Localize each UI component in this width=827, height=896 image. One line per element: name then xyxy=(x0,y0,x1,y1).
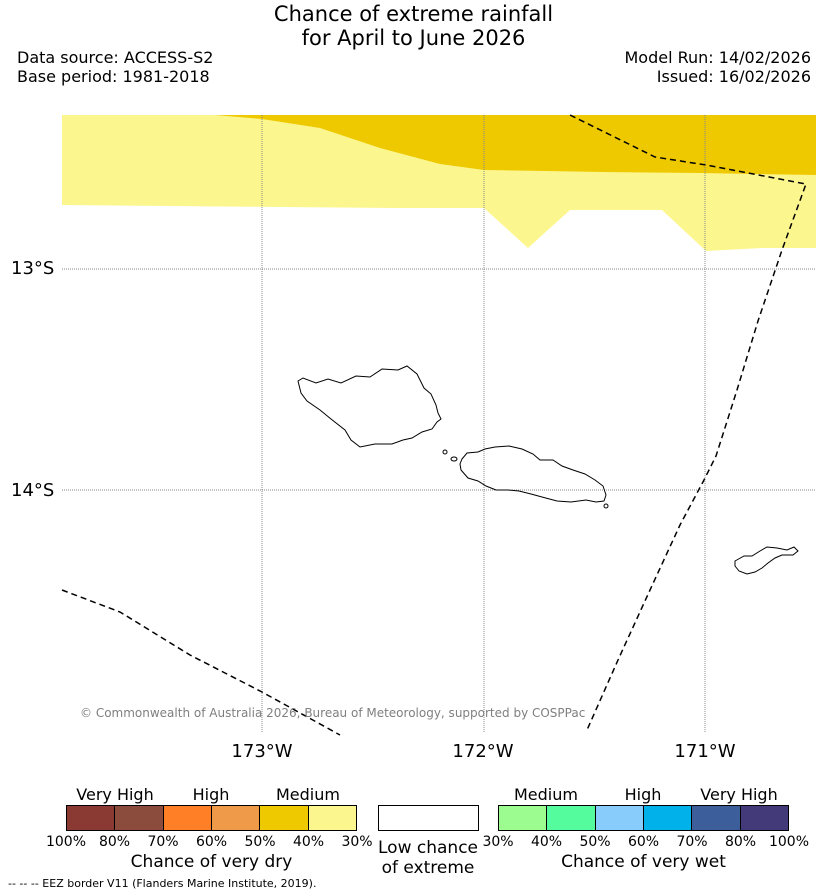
dry-swatch-1 xyxy=(115,806,164,830)
eez-footnote: -- -- -- EEZ border V11 (Flanders Marine… xyxy=(8,877,317,890)
meta-right: Model Run: 14/02/2026 Issued: 16/02/2026 xyxy=(625,48,812,86)
colorbar-low-chance xyxy=(378,805,479,831)
low-chance-line-2: of extreme xyxy=(381,858,475,878)
base-period: Base period: 1981-2018 xyxy=(17,67,210,86)
graticule xyxy=(62,115,816,733)
wet-cat-high: High xyxy=(624,785,662,804)
wet-tick-1: 40% xyxy=(530,834,563,850)
region-dark-yellow xyxy=(215,115,816,175)
eez-border-southwest xyxy=(61,589,341,736)
wet-legend-title: Chance of very wet xyxy=(561,852,726,872)
title-line-2: for April to June 2026 xyxy=(301,26,526,50)
dry-tick-2: 70% xyxy=(147,834,179,850)
colorbar-dry xyxy=(66,805,357,831)
wet-swatch-4 xyxy=(692,806,741,830)
low-chance-line-1: Low chance xyxy=(378,838,478,858)
wet-tick-0: 30% xyxy=(482,834,514,850)
issued-date: Issued: 16/02/2026 xyxy=(656,67,811,86)
dry-swatch-4 xyxy=(260,806,309,830)
wet-swatch-3 xyxy=(643,806,693,830)
chart-title: Chance of extreme rainfall for April to … xyxy=(0,2,827,50)
wet-swatch-2 xyxy=(595,806,644,830)
wet-tick-3: 60% xyxy=(627,834,660,850)
dry-swatch-5 xyxy=(308,806,356,830)
lat-label-14s: 14°S xyxy=(11,480,55,501)
island-tutuila xyxy=(734,546,799,575)
wet-tick-4: 70% xyxy=(676,834,708,850)
colorbar-wet xyxy=(498,805,789,831)
dry-swatch-2 xyxy=(163,806,212,830)
dry-tick-4: 50% xyxy=(244,834,276,850)
lon-label-173w: 173°W xyxy=(231,741,293,762)
low-chance-label: Low chance of extreme xyxy=(368,838,488,878)
dry-tick-3: 60% xyxy=(195,834,228,850)
island-upolu xyxy=(459,445,607,503)
dry-cat-very-high: Very High xyxy=(76,785,154,804)
island-savaii xyxy=(297,365,442,448)
title-line-1: Chance of extreme rainfall xyxy=(273,2,554,26)
coastlines xyxy=(297,365,799,575)
dry-swatch-0 xyxy=(67,806,116,830)
eez-border-northeast xyxy=(569,114,808,731)
islet-east xyxy=(603,503,609,509)
dry-tick-6: 30% xyxy=(341,834,373,850)
lat-label-13s: 13°S xyxy=(11,258,55,279)
dry-tick-5: 40% xyxy=(292,834,325,850)
islet-manono xyxy=(450,456,458,462)
wet-tick-5: 80% xyxy=(724,834,757,850)
dry-tick-1: 80% xyxy=(98,834,131,850)
wet-cat-medium: Medium xyxy=(514,785,578,804)
dry-cat-high: High xyxy=(192,785,230,804)
dry-cat-medium: Medium xyxy=(276,785,340,804)
lon-label-172w: 172°W xyxy=(452,741,514,762)
copyright-notice: © Commonwealth of Australia 2026, Bureau… xyxy=(80,706,586,720)
wet-swatch-5 xyxy=(740,806,788,830)
meta-left: Data source: ACCESS-S2 Base period: 1981… xyxy=(17,48,213,86)
wet-tick-2: 50% xyxy=(579,834,611,850)
dry-swatch-3 xyxy=(211,806,261,830)
dry-legend-title: Chance of very dry xyxy=(130,852,293,872)
wet-tick-6: 100% xyxy=(768,834,810,850)
data-source: Data source: ACCESS-S2 xyxy=(17,48,214,67)
wet-swatch-1 xyxy=(547,806,596,830)
eez-borders xyxy=(61,114,808,736)
model-run: Model Run: 14/02/2026 xyxy=(624,48,812,67)
lon-label-171w: 171°W xyxy=(674,741,736,762)
islet-apolima xyxy=(442,449,448,455)
wet-swatch-0 xyxy=(499,806,548,830)
wet-cat-very-high: Very High xyxy=(700,785,778,804)
dry-tick-0: 100% xyxy=(45,834,87,850)
